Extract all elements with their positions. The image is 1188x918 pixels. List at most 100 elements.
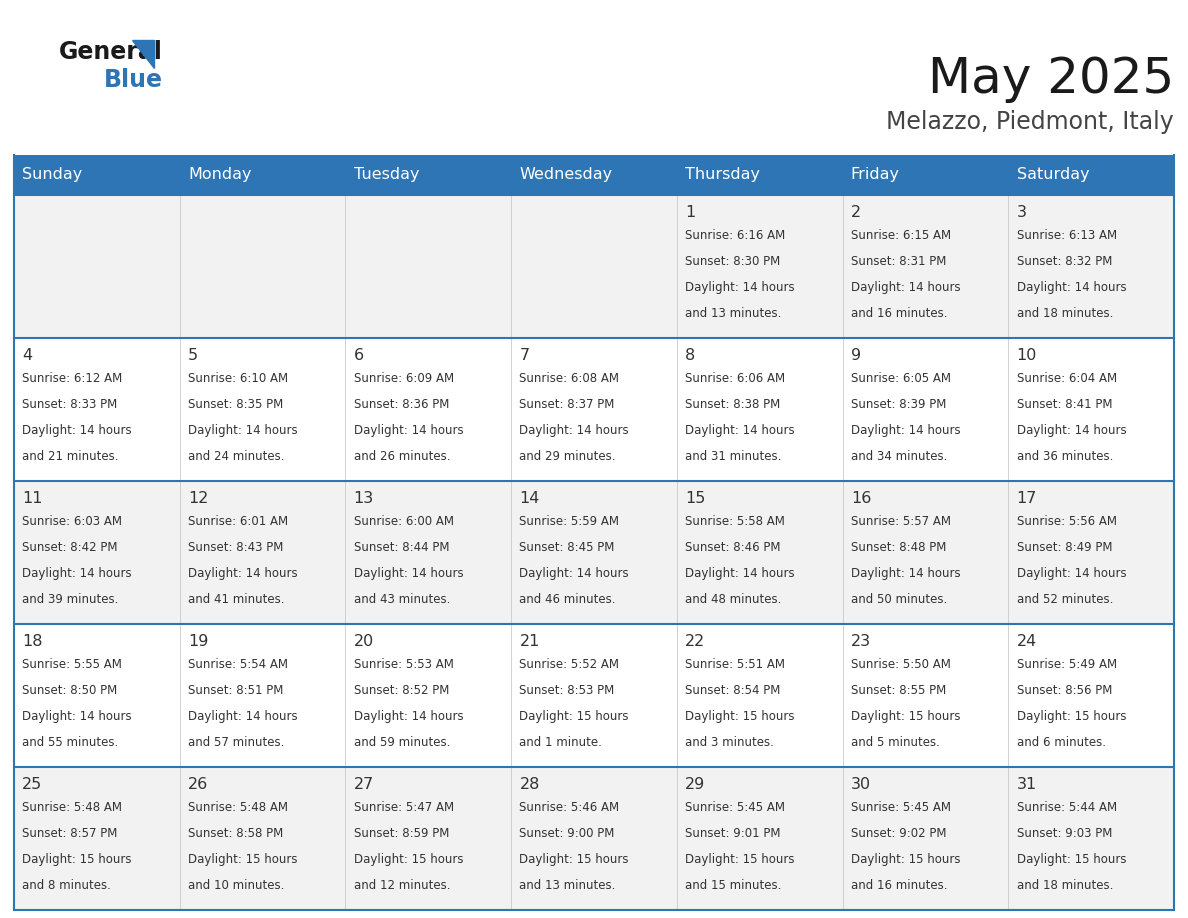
Text: Daylight: 14 hours: Daylight: 14 hours xyxy=(519,567,630,580)
Text: 12: 12 xyxy=(188,491,208,506)
Text: Melazzo, Piedmont, Italy: Melazzo, Piedmont, Italy xyxy=(886,110,1174,134)
Text: 17: 17 xyxy=(1017,491,1037,506)
Text: Sunset: 8:53 PM: Sunset: 8:53 PM xyxy=(519,684,614,698)
Text: Daylight: 15 hours: Daylight: 15 hours xyxy=(519,854,628,867)
Bar xyxy=(346,624,511,767)
Text: Sunrise: 6:04 AM: Sunrise: 6:04 AM xyxy=(1017,373,1117,386)
Text: Sunrise: 6:15 AM: Sunrise: 6:15 AM xyxy=(851,230,950,242)
Text: and 59 minutes.: and 59 minutes. xyxy=(354,736,450,749)
Text: and 43 minutes.: and 43 minutes. xyxy=(354,593,450,606)
Text: Sunset: 8:38 PM: Sunset: 8:38 PM xyxy=(685,398,781,411)
Text: Daylight: 14 hours: Daylight: 14 hours xyxy=(1017,567,1126,580)
Bar xyxy=(842,195,1009,338)
Text: Daylight: 15 hours: Daylight: 15 hours xyxy=(354,854,463,867)
Text: 2: 2 xyxy=(851,205,861,220)
Text: Sunrise: 6:09 AM: Sunrise: 6:09 AM xyxy=(354,373,454,386)
Bar xyxy=(677,338,842,481)
Text: and 39 minutes.: and 39 minutes. xyxy=(23,593,119,606)
Bar xyxy=(179,338,346,481)
Text: Sunset: 8:32 PM: Sunset: 8:32 PM xyxy=(1017,255,1112,268)
Text: Sunset: 8:57 PM: Sunset: 8:57 PM xyxy=(23,827,118,840)
Text: 29: 29 xyxy=(685,777,706,792)
Text: Daylight: 14 hours: Daylight: 14 hours xyxy=(851,424,960,437)
Bar xyxy=(346,481,511,624)
Text: Wednesday: Wednesday xyxy=(519,167,613,183)
Text: Daylight: 14 hours: Daylight: 14 hours xyxy=(354,567,463,580)
Text: Daylight: 14 hours: Daylight: 14 hours xyxy=(1017,281,1126,295)
Text: Daylight: 15 hours: Daylight: 15 hours xyxy=(188,854,297,867)
Text: Sunset: 8:35 PM: Sunset: 8:35 PM xyxy=(188,398,283,411)
Text: 18: 18 xyxy=(23,634,43,649)
Text: Daylight: 15 hours: Daylight: 15 hours xyxy=(1017,854,1126,867)
Text: Sunrise: 5:57 AM: Sunrise: 5:57 AM xyxy=(851,515,950,529)
Text: Sunset: 8:41 PM: Sunset: 8:41 PM xyxy=(1017,398,1112,411)
Text: and 50 minutes.: and 50 minutes. xyxy=(851,593,947,606)
Text: Blue: Blue xyxy=(105,68,163,92)
Text: Daylight: 14 hours: Daylight: 14 hours xyxy=(188,567,298,580)
Text: and 1 minute.: and 1 minute. xyxy=(519,736,602,749)
Text: and 12 minutes.: and 12 minutes. xyxy=(354,879,450,892)
Text: 4: 4 xyxy=(23,348,32,363)
Text: Sunset: 8:52 PM: Sunset: 8:52 PM xyxy=(354,684,449,698)
Text: and 29 minutes.: and 29 minutes. xyxy=(519,451,615,464)
Text: Sunset: 8:56 PM: Sunset: 8:56 PM xyxy=(1017,684,1112,698)
Text: Sunset: 8:59 PM: Sunset: 8:59 PM xyxy=(354,827,449,840)
Text: Sunday: Sunday xyxy=(23,167,82,183)
Text: Sunrise: 5:45 AM: Sunrise: 5:45 AM xyxy=(851,801,950,814)
Text: and 36 minutes.: and 36 minutes. xyxy=(1017,451,1113,464)
Text: and 8 minutes.: and 8 minutes. xyxy=(23,879,112,892)
Text: Daylight: 15 hours: Daylight: 15 hours xyxy=(851,854,960,867)
Text: Sunset: 9:01 PM: Sunset: 9:01 PM xyxy=(685,827,781,840)
Bar xyxy=(842,624,1009,767)
Text: and 34 minutes.: and 34 minutes. xyxy=(851,451,947,464)
Text: 19: 19 xyxy=(188,634,208,649)
Text: and 3 minutes.: and 3 minutes. xyxy=(685,736,775,749)
Bar xyxy=(1009,767,1174,910)
Text: Sunset: 8:58 PM: Sunset: 8:58 PM xyxy=(188,827,283,840)
Text: 5: 5 xyxy=(188,348,198,363)
Bar xyxy=(346,767,511,910)
Text: Sunrise: 5:55 AM: Sunrise: 5:55 AM xyxy=(23,658,122,671)
Text: Sunrise: 5:59 AM: Sunrise: 5:59 AM xyxy=(519,515,619,529)
Text: Daylight: 14 hours: Daylight: 14 hours xyxy=(23,567,132,580)
Text: Sunset: 8:54 PM: Sunset: 8:54 PM xyxy=(685,684,781,698)
Bar xyxy=(179,624,346,767)
Text: Sunrise: 6:08 AM: Sunrise: 6:08 AM xyxy=(519,373,619,386)
Text: Sunrise: 5:51 AM: Sunrise: 5:51 AM xyxy=(685,658,785,671)
Text: Sunrise: 5:49 AM: Sunrise: 5:49 AM xyxy=(1017,658,1117,671)
Text: and 24 minutes.: and 24 minutes. xyxy=(188,451,284,464)
Text: and 16 minutes.: and 16 minutes. xyxy=(851,308,947,320)
Text: Sunset: 8:42 PM: Sunset: 8:42 PM xyxy=(23,542,118,554)
Text: 13: 13 xyxy=(354,491,374,506)
Bar xyxy=(511,767,677,910)
Text: 20: 20 xyxy=(354,634,374,649)
Text: Daylight: 15 hours: Daylight: 15 hours xyxy=(23,854,132,867)
Text: Sunset: 8:37 PM: Sunset: 8:37 PM xyxy=(519,398,615,411)
Text: Sunrise: 5:47 AM: Sunrise: 5:47 AM xyxy=(354,801,454,814)
Text: Daylight: 14 hours: Daylight: 14 hours xyxy=(685,567,795,580)
Text: Daylight: 14 hours: Daylight: 14 hours xyxy=(188,424,298,437)
Bar xyxy=(1009,624,1174,767)
Text: Daylight: 14 hours: Daylight: 14 hours xyxy=(851,281,960,295)
Bar xyxy=(14,481,179,624)
Text: 24: 24 xyxy=(1017,634,1037,649)
Text: 26: 26 xyxy=(188,777,208,792)
Text: Sunrise: 5:52 AM: Sunrise: 5:52 AM xyxy=(519,658,619,671)
Text: Daylight: 14 hours: Daylight: 14 hours xyxy=(23,711,132,723)
Text: Sunrise: 6:00 AM: Sunrise: 6:00 AM xyxy=(354,515,454,529)
Text: Daylight: 14 hours: Daylight: 14 hours xyxy=(1017,424,1126,437)
Text: and 55 minutes.: and 55 minutes. xyxy=(23,736,119,749)
Text: and 6 minutes.: and 6 minutes. xyxy=(1017,736,1106,749)
Text: and 5 minutes.: and 5 minutes. xyxy=(851,736,940,749)
Text: Sunrise: 6:03 AM: Sunrise: 6:03 AM xyxy=(23,515,122,529)
Bar xyxy=(511,195,677,338)
Text: Sunset: 8:44 PM: Sunset: 8:44 PM xyxy=(354,542,449,554)
Text: Sunset: 8:31 PM: Sunset: 8:31 PM xyxy=(851,255,946,268)
Bar xyxy=(179,481,346,624)
Bar xyxy=(179,195,346,338)
Text: Sunset: 8:36 PM: Sunset: 8:36 PM xyxy=(354,398,449,411)
Text: Sunset: 8:30 PM: Sunset: 8:30 PM xyxy=(685,255,781,268)
Text: 30: 30 xyxy=(851,777,871,792)
Text: Monday: Monday xyxy=(188,167,252,183)
Text: Daylight: 14 hours: Daylight: 14 hours xyxy=(23,424,132,437)
